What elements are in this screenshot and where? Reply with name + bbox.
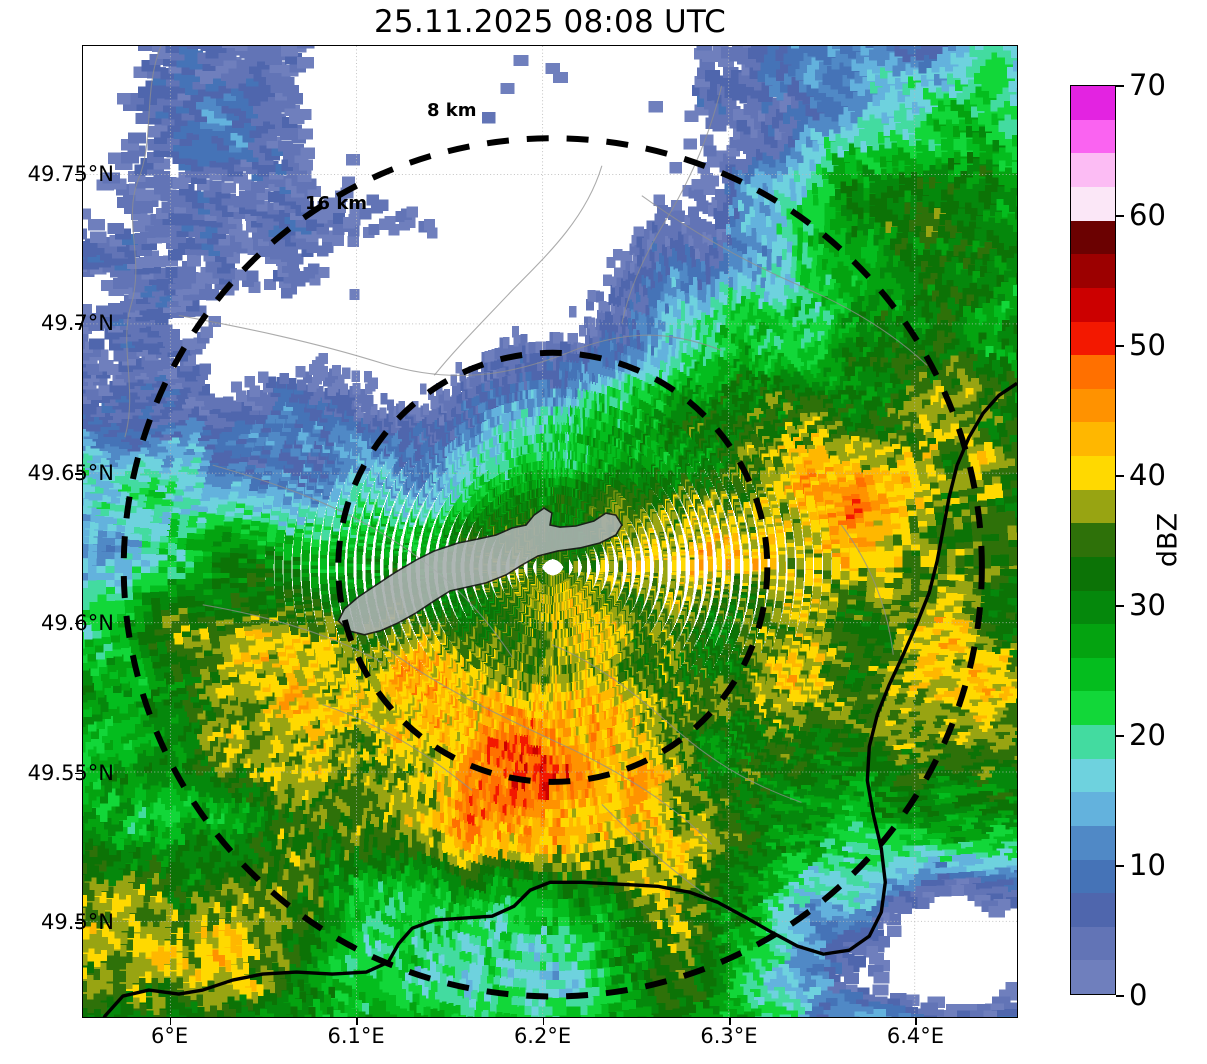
colorbar-tick-label: 70 [1129, 68, 1166, 102]
colorbar-tick [1116, 995, 1124, 997]
colorbar-tick [1116, 345, 1124, 347]
x-axis-tick-label: 6°E [151, 1024, 188, 1048]
colorbar-tick-label: 30 [1129, 588, 1166, 622]
y-axis-tick [75, 922, 82, 924]
colorbar-gradient [1070, 85, 1116, 995]
colorbar-band [1071, 523, 1115, 557]
y-axis-tick [75, 772, 82, 775]
colorbar-band [1071, 725, 1115, 759]
colorbar-band [1071, 893, 1115, 927]
colorbar-band [1071, 657, 1115, 692]
country-border [102, 381, 1017, 1017]
colorbar-band [1071, 926, 1115, 961]
colorbar-tick-label: 20 [1129, 718, 1166, 752]
range-ring-16km [120, 135, 985, 1000]
colorbar-tick [1116, 475, 1124, 477]
colorbar-tick [1116, 865, 1124, 867]
colorbar-band [1071, 556, 1115, 591]
colorbar-title: dBZ [1153, 513, 1184, 567]
x-axis-tick [728, 1018, 731, 1025]
y-axis-tick [75, 622, 82, 625]
x-axis-tick-label: 6.1°E [327, 1024, 384, 1048]
x-axis-tick [915, 1018, 918, 1025]
colorbar-band [1071, 388, 1115, 423]
colorbar-band [1071, 960, 1115, 994]
y-axis-tick-label: 49.6°N [41, 611, 114, 635]
colorbar-band [1071, 153, 1115, 187]
colorbar-tick-label: 60 [1129, 198, 1166, 232]
y-axis-tick-label: 49.55°N [28, 761, 114, 785]
x-axis-tick-label: 6.2°E [514, 1024, 571, 1048]
minor-boundary-lines [124, 46, 928, 913]
colorbar-band [1071, 624, 1115, 658]
plot-frame [82, 45, 1018, 1018]
y-axis-tick [75, 473, 82, 475]
colorbar-band [1071, 355, 1115, 389]
colorbar-tick-label: 50 [1129, 328, 1166, 362]
colorbar[interactable]: 0 10 20 30 40 50 60 70 [1070, 68, 1166, 1012]
colorbar-band [1071, 758, 1115, 793]
x-axis-tick [169, 1018, 172, 1025]
colorbar-tick-label: 10 [1129, 848, 1166, 882]
y-axis-tick [75, 173, 82, 176]
colorbar-tick [1116, 215, 1124, 217]
colorbar-band [1071, 859, 1115, 894]
range-ring-label: 8 km [427, 100, 477, 121]
colorbar-band [1071, 187, 1115, 221]
colorbar-band [1071, 321, 1115, 356]
page-title: 25.11.2025 08:08 UTC [0, 4, 1100, 40]
radar-reflectivity-layer [83, 46, 1017, 1017]
x-axis-tick [542, 1018, 545, 1025]
x-axis-tick-label: 6.3°E [700, 1024, 757, 1048]
y-axis-tick-label: 49.7°N [41, 311, 114, 335]
lake-polygon [337, 507, 623, 636]
x-axis-tick-label: 6.4°E [887, 1024, 944, 1048]
colorbar-band [1071, 590, 1115, 625]
range-ring-label: 16 km [305, 193, 367, 214]
colorbar-band [1071, 119, 1115, 154]
colorbar-tick-label: 40 [1129, 458, 1166, 492]
radar-plot: 16 km 8 km [75, 45, 1018, 1025]
range-ring-8km [335, 349, 771, 785]
colorbar-tick [1116, 605, 1124, 607]
colorbar-band [1071, 691, 1115, 725]
y-axis-tick [75, 323, 82, 326]
colorbar-band [1071, 792, 1115, 826]
colorbar-band [1071, 489, 1115, 524]
colorbar-band [1071, 422, 1115, 456]
colorbar-tick [1116, 735, 1124, 737]
colorbar-band [1071, 456, 1115, 490]
colorbar-tick-label: 0 [1129, 978, 1147, 1012]
colorbar-band [1071, 287, 1115, 322]
colorbar-band [1071, 86, 1115, 120]
y-axis-tick-label: 49.5°N [41, 910, 114, 934]
x-axis-tick [356, 1018, 358, 1025]
colorbar-band [1071, 825, 1115, 860]
colorbar-band [1071, 254, 1115, 288]
range-rings [120, 135, 985, 1000]
colorbar-band [1071, 220, 1115, 255]
y-axis-tick-label: 49.75°N [28, 162, 114, 186]
y-axis-tick-label: 49.65°N [28, 461, 114, 485]
colorbar-tick [1116, 85, 1124, 87]
